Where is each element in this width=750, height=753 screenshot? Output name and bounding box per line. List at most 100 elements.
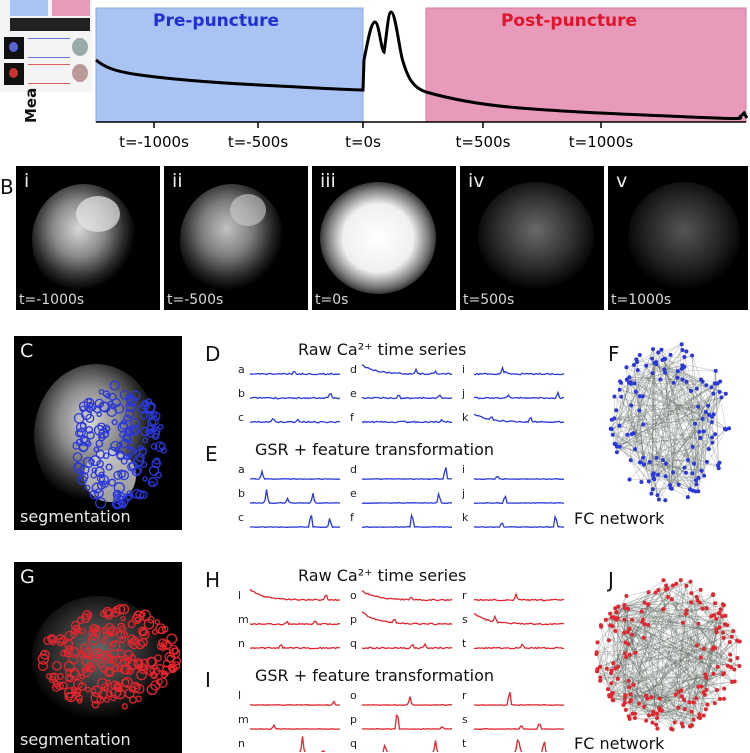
network-edge (596, 613, 687, 653)
network-edge (605, 602, 700, 621)
roi-circle (116, 441, 123, 448)
network-node (711, 412, 716, 417)
network-edge (675, 583, 677, 695)
network-edge (698, 623, 717, 633)
network-edge (656, 704, 708, 715)
network-node (700, 379, 705, 384)
network-node (714, 616, 719, 621)
network-node (646, 602, 651, 607)
network-edge (671, 598, 731, 661)
network-node (709, 385, 714, 390)
network-edge (605, 619, 734, 632)
network-edge (662, 359, 692, 392)
network-node (696, 475, 701, 480)
network-edge (651, 362, 655, 494)
network-node (627, 626, 632, 631)
network-edge (705, 677, 718, 691)
network-node (698, 587, 703, 592)
network-edge (612, 663, 662, 711)
network-node (729, 665, 734, 670)
network-edge (600, 600, 698, 678)
roi-circle (59, 681, 68, 690)
network-edge (642, 596, 669, 620)
network-node (623, 693, 628, 698)
network-node (651, 709, 656, 714)
network-edge (606, 632, 625, 669)
roi-circle (157, 626, 167, 635)
network-edge (611, 695, 721, 700)
network-node (624, 377, 629, 382)
network-edge (615, 607, 732, 637)
network-node (650, 487, 655, 492)
roi-circle (134, 616, 141, 623)
network-edge (664, 358, 674, 473)
network-node (723, 622, 728, 627)
time-series-trace (249, 620, 341, 626)
network-node (598, 664, 603, 669)
roi-circle (52, 660, 62, 671)
network-edge (665, 372, 726, 395)
network-node (656, 497, 661, 502)
trace-label: o (350, 689, 357, 702)
network-edge (648, 624, 673, 730)
network-edge (664, 365, 683, 370)
network-edge (626, 355, 693, 380)
panel-letter-d: D (205, 342, 221, 366)
time-series-trace (361, 418, 452, 424)
network-node (732, 679, 737, 684)
network-node (637, 353, 642, 357)
roi-circle (121, 676, 133, 688)
network-edge (683, 699, 693, 726)
network-node (622, 651, 627, 656)
network-node (710, 440, 715, 445)
network-edge (698, 431, 705, 492)
roi-circle (140, 412, 148, 420)
network-edge (670, 610, 687, 729)
time-series-trace (361, 696, 453, 706)
network-node (615, 676, 620, 681)
network-edge (619, 446, 650, 482)
network-edge (596, 652, 658, 715)
network-edge (606, 636, 732, 670)
network-edge (667, 596, 725, 674)
mean-intensity-curve (95, 10, 749, 121)
network-node (713, 432, 718, 437)
network-edge (616, 611, 740, 667)
roi-circle (126, 441, 135, 450)
network-node (650, 356, 655, 361)
network-edge (610, 397, 722, 429)
network-edge (630, 383, 633, 435)
network-node (702, 473, 707, 478)
roi-circle (119, 389, 130, 400)
network-edge (687, 397, 722, 498)
network-node (688, 388, 693, 393)
roi-circle (121, 418, 128, 425)
network-edge (661, 609, 664, 711)
network-edge (644, 623, 740, 667)
roi-circle (101, 480, 109, 488)
roi-circle (43, 636, 53, 646)
network-node (641, 635, 646, 640)
trace-label: f (350, 411, 355, 424)
network-edge (648, 446, 693, 482)
network-edge (658, 616, 712, 709)
network-edge (628, 609, 664, 717)
tick-label: t=0s (345, 133, 381, 151)
network-node (640, 619, 645, 624)
roi-circle (88, 458, 95, 465)
network-node (598, 678, 603, 683)
raw-traces-post: lmn opq rst (238, 588, 565, 650)
network-edge (656, 647, 714, 714)
roi-circle (109, 380, 120, 391)
network-node (651, 471, 656, 476)
network-edge (691, 355, 699, 407)
network-edge (624, 619, 724, 675)
network-edge (693, 463, 719, 466)
network-edge (600, 624, 728, 682)
network-node (690, 444, 695, 449)
network-node (624, 365, 629, 370)
network-node (604, 666, 609, 671)
network-edge (719, 609, 721, 700)
network-edge (652, 585, 687, 715)
network-edge (638, 645, 698, 704)
